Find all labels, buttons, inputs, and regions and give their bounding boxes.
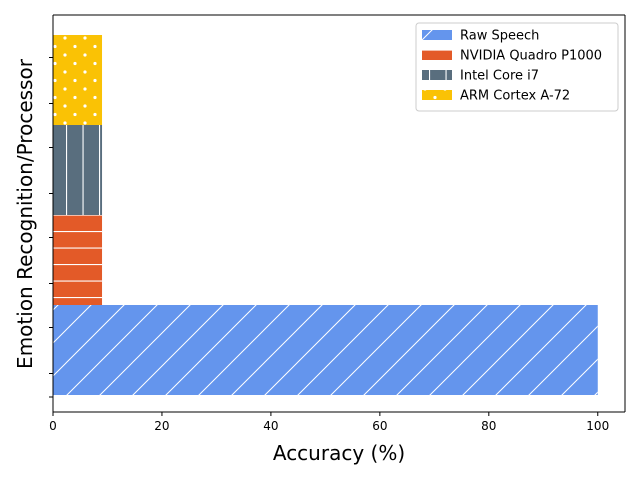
bar-hatch (53, 125, 103, 215)
bar-arm-cortex-a-72 (53, 35, 103, 125)
legend: Raw Speech NVIDIA Quadro P1000 Intel Core … (415, 22, 619, 112)
legend-label: ARM Cortex A-72 (460, 89, 570, 104)
y-axis-label: Emotion Recognition/Processor (13, 58, 37, 369)
x-tick-label: 60 (372, 419, 387, 433)
axes-frame (52, 14, 626, 413)
legend-item-intel-core-i7: Intel Core i7 (422, 69, 539, 84)
legend-label: NVIDIA Quadro P1000 (460, 49, 602, 64)
bars-group (53, 35, 598, 395)
bar-hatch (53, 215, 103, 305)
legend-swatch-hatch (422, 70, 452, 80)
x-tick-label: 20 (154, 419, 169, 433)
legend-frame (415, 22, 619, 112)
bar-hatch (53, 35, 103, 125)
legend-item-arm-cortex-a-72: ARM Cortex A-72 (422, 89, 570, 104)
bar-hatch (53, 305, 598, 395)
legend-item-raw-speech: Raw Speech (422, 29, 539, 44)
x-tick-label: 40 (263, 419, 278, 433)
legend-swatch-hatch (422, 50, 452, 60)
x-tick-label: 0 (49, 419, 57, 433)
y-ticks (49, 57, 53, 398)
legend-item-nvidia-quadro-p1000: NVIDIA Quadro P1000 (422, 49, 602, 64)
legend-swatch-hatch (422, 30, 452, 40)
legend-swatch-hatch (422, 90, 452, 100)
x-ticks: 0 20 40 60 80 100 (49, 412, 609, 433)
legend-label: Raw Speech (460, 29, 539, 44)
x-tick-label: 80 (481, 419, 496, 433)
bar-intel-core-i7 (53, 125, 103, 215)
legend-label: Intel Core i7 (460, 69, 539, 84)
x-axis-label: Accuracy (%) (273, 441, 405, 465)
bar-raw-speech (53, 305, 598, 395)
x-tick-label: 100 (586, 419, 609, 433)
bar-nvidia-quadro-p1000 (53, 215, 103, 305)
